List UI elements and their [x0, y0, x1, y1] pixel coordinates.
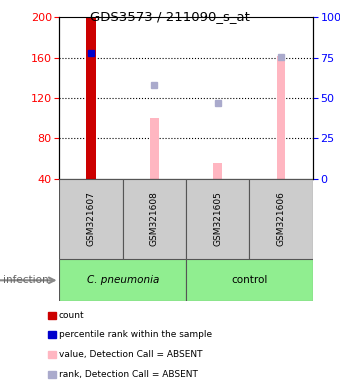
Text: GSM321605: GSM321605	[213, 192, 222, 246]
Bar	[150, 118, 159, 179]
Text: rank, Detection Call = ABSENT: rank, Detection Call = ABSENT	[58, 370, 198, 379]
Text: C. pneumonia: C. pneumonia	[87, 275, 159, 285]
Text: GSM321608: GSM321608	[150, 192, 159, 246]
Text: infection: infection	[3, 275, 49, 285]
Bar	[48, 331, 56, 338]
Bar	[250, 179, 313, 259]
Bar	[86, 17, 96, 179]
Text: GDS3573 / 211090_s_at: GDS3573 / 211090_s_at	[90, 10, 250, 23]
Bar	[48, 311, 56, 319]
Bar	[214, 164, 222, 179]
Bar	[186, 179, 250, 259]
Bar	[48, 351, 56, 358]
Bar	[59, 259, 186, 301]
Bar	[186, 259, 313, 301]
Text: GSM321607: GSM321607	[87, 192, 96, 246]
Bar	[123, 179, 186, 259]
Text: count: count	[58, 311, 84, 319]
Bar	[277, 56, 286, 179]
Bar	[48, 371, 56, 378]
Bar	[59, 179, 123, 259]
Text: value, Detection Call = ABSENT: value, Detection Call = ABSENT	[58, 350, 202, 359]
Text: control: control	[231, 275, 268, 285]
Text: GSM321606: GSM321606	[277, 192, 286, 246]
Text: percentile rank within the sample: percentile rank within the sample	[58, 330, 212, 339]
